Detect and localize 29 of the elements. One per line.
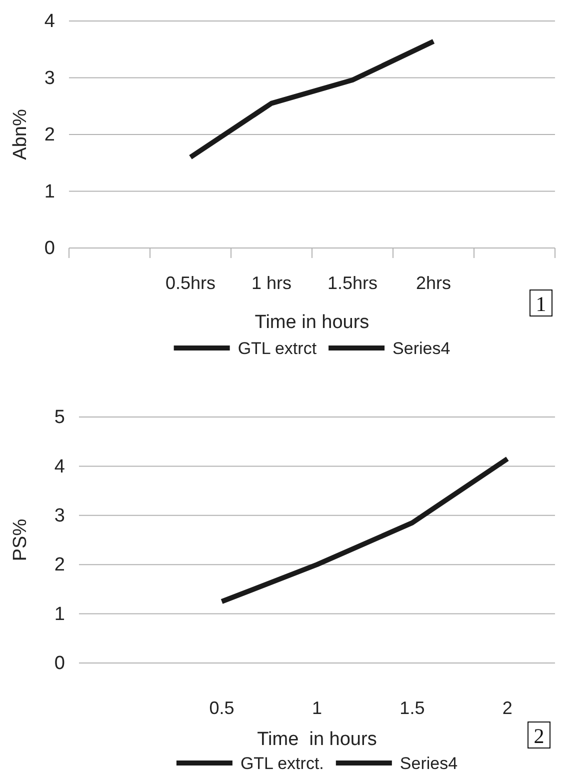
legend-label: GTL extrct (238, 339, 317, 358)
x-tick-label: 0.5 (209, 698, 234, 718)
x-tick-label: 1.5 (400, 698, 425, 718)
x-axis-title: Time in hours (257, 729, 377, 750)
y-axis-title: PS% (10, 518, 31, 562)
y-tick-label: 3 (44, 68, 55, 89)
x-tick-label: 2 (502, 698, 512, 718)
y-tick-label: 1 (44, 181, 55, 202)
y-tick-label: 2 (54, 554, 65, 576)
text: 2 (534, 724, 544, 748)
y-tick-label: 0 (44, 238, 55, 260)
y-tick-label: 3 (54, 505, 65, 526)
y-tick-label: 4 (44, 11, 56, 32)
y-tick-label: 0 (54, 653, 65, 674)
x-tick-label: 1 hrs (251, 272, 292, 293)
y-axis-title: Abn% (10, 109, 31, 160)
y-tick-label: 4 (54, 456, 66, 478)
legend-label: Series4 (392, 339, 450, 358)
legend-label: Series4 (400, 754, 458, 773)
x-tick-label: 1.5hrs (327, 272, 378, 293)
x-axis-title: Time in hours (254, 312, 370, 333)
x-tick-label: 2hrs (416, 272, 452, 293)
y-tick-label: 5 (54, 407, 65, 428)
x-tick-label: 0.5hrs (165, 272, 216, 293)
legend-label: GTL extrct. (240, 754, 324, 773)
x-tick-label: 1 (312, 698, 322, 718)
y-tick-label: 2 (44, 124, 55, 146)
y-tick-label: 1 (54, 604, 65, 625)
text: 1 (536, 292, 546, 316)
